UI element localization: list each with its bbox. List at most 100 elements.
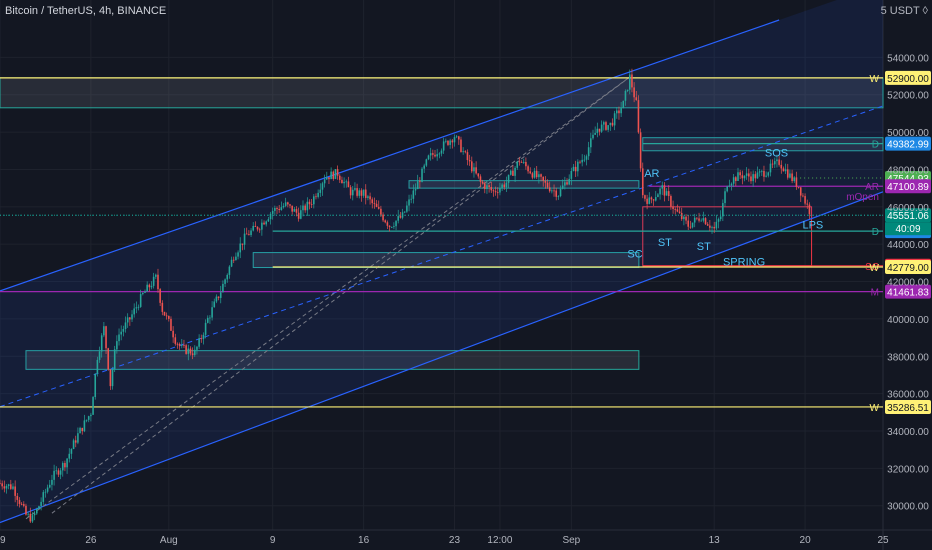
candle-body [745, 173, 748, 176]
candle-body [198, 338, 200, 347]
candle-body [29, 513, 32, 522]
candle-body [111, 369, 114, 387]
y-tick-label: 38000.00 [887, 352, 929, 363]
candle-body [1, 483, 3, 487]
candle-body [124, 322, 127, 330]
candle-body [613, 113, 616, 126]
price-tag-label: 49382.99 [887, 140, 929, 151]
candle-body [96, 359, 99, 374]
candle-body [204, 322, 207, 335]
candle-body [254, 225, 257, 227]
candle-body [77, 433, 79, 443]
candle-body [672, 206, 674, 210]
candle-body [520, 162, 523, 163]
candle-body [680, 212, 683, 220]
candle-body [509, 170, 512, 175]
candle-body [44, 491, 47, 493]
x-tick-label: 16 [358, 535, 370, 546]
candle-body [496, 192, 499, 194]
candle-body [674, 209, 677, 210]
y-tick-label: 42000.00 [887, 278, 929, 289]
candle-body [756, 172, 759, 179]
candle-body [555, 190, 558, 197]
candle-body [689, 226, 692, 228]
currency-label[interactable]: 5 USDT ◊ [880, 5, 928, 17]
candle-body [263, 222, 265, 225]
candle-body [267, 219, 270, 222]
candle-body [412, 190, 415, 199]
time-axis[interactable]: 19 26 Aug 9 16 23 12:00 Sep 13 20 25 [0, 535, 889, 546]
candle-body [148, 284, 151, 288]
candle-body [317, 192, 319, 197]
candle-body [55, 470, 58, 472]
candle-body [616, 110, 618, 114]
candle-body [540, 174, 542, 177]
candle-body [624, 90, 627, 101]
candle-body [659, 188, 661, 195]
candle-body [157, 274, 159, 290]
candle-body [773, 161, 776, 165]
candle-body [732, 177, 735, 184]
candle-body [163, 311, 166, 316]
candle-body [438, 153, 441, 155]
candle-body [211, 307, 213, 318]
candle-body [38, 506, 40, 509]
candle-body [230, 259, 233, 267]
level-tag: D [872, 227, 879, 238]
candle-body [343, 181, 345, 184]
candle-body [544, 180, 547, 183]
candle-body [802, 195, 804, 197]
candle-body [116, 341, 118, 350]
candle-body [529, 171, 532, 174]
candle-body [479, 176, 482, 182]
candle-body [48, 484, 51, 488]
candle-body [345, 181, 348, 183]
candle-body [200, 338, 203, 340]
candle-body [797, 187, 800, 188]
candle-body [25, 505, 27, 515]
candle-body [349, 187, 352, 196]
candle-body [187, 348, 190, 354]
candle-body [323, 179, 326, 184]
candle-body [395, 220, 397, 227]
price-tag-label: 41461.83 [887, 288, 929, 299]
candle-body [652, 199, 655, 201]
candle-body [306, 201, 309, 211]
candle-body [646, 198, 648, 204]
candle-body [453, 137, 456, 143]
candle-body [310, 204, 313, 205]
candle-body [687, 220, 690, 227]
annotation-label: ST [658, 237, 672, 249]
candle-body [135, 307, 138, 309]
price-tag-bg [885, 179, 931, 194]
candle-body [20, 503, 23, 505]
candle-body [237, 252, 239, 257]
candle-body [351, 189, 354, 196]
candle-body [590, 138, 592, 148]
candle-body [57, 470, 60, 475]
candle-body [338, 175, 341, 180]
candle-body [726, 186, 728, 192]
candle-body [706, 224, 709, 226]
candle-body [719, 216, 722, 220]
candle-body [403, 211, 406, 213]
candle-body [587, 147, 590, 157]
candle-body [18, 499, 21, 504]
candle-body [425, 159, 428, 166]
candle-body [494, 191, 497, 193]
candle-body [347, 181, 350, 188]
countdown-bg [885, 222, 931, 236]
candle-body [300, 210, 302, 219]
price-axis[interactable]: 30000.00 32000.00 34000.00 36000.00 38000.00… [887, 53, 929, 512]
candle-body [397, 216, 400, 221]
candle-body [0, 483, 1, 485]
fan-line [25, 76, 631, 520]
candle-body [94, 373, 97, 398]
x-tick-label: 13 [709, 535, 721, 546]
candle-body [458, 136, 460, 140]
candle-body [535, 170, 538, 178]
candle-body [628, 74, 631, 90]
candle-body [53, 470, 55, 480]
candle-body [172, 330, 174, 338]
